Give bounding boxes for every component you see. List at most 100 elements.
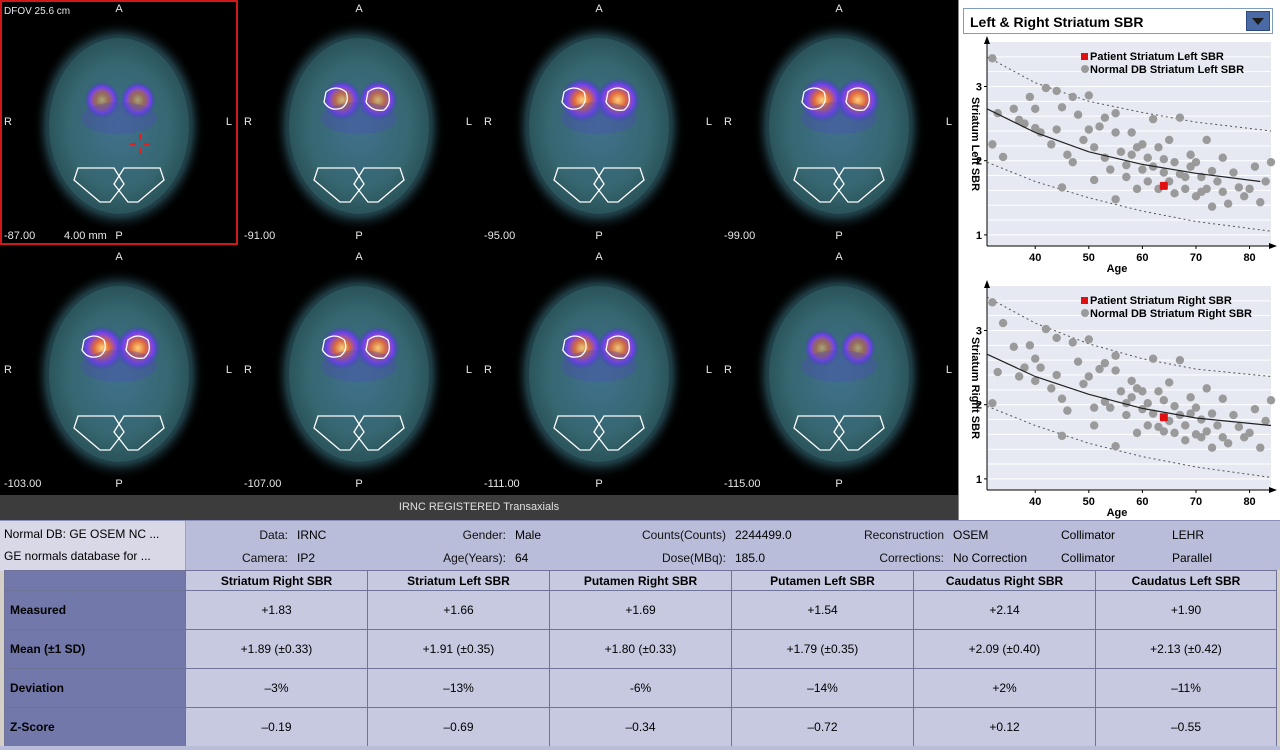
sbr-chart-panel: Left & Right Striatum SBR 40 50 60 70 80 1 2 3 A… (958, 0, 1280, 520)
transaxial-slice[interactable]: A P R L -107.00 (240, 248, 478, 493)
transaxial-slice[interactable]: A P R L -91.00 (240, 0, 478, 245)
normal-db-point (1020, 363, 1029, 372)
striatum-left-sbr-plot: 40 50 60 70 80 1 2 3 Age Striatum Left SBR Patient… (969, 36, 1277, 275)
normal-db-point (1127, 128, 1136, 137)
left-marker: L (705, 364, 712, 376)
normal-db-point (1148, 354, 1158, 363)
normal-db-point (1057, 431, 1067, 441)
posterior-marker: P (595, 230, 603, 242)
camera-label: Camera: (241, 551, 288, 565)
legend-normal-label: Normal DB Striatum Right SBR (1090, 308, 1252, 320)
normal-db-point (1164, 378, 1174, 387)
column-header[interactable]: Putamen Left SBR (731, 570, 914, 591)
normal-db-point (1041, 83, 1051, 93)
brain-scan-image (33, 20, 205, 232)
transaxial-slice[interactable]: A P R L -95.00 (480, 0, 718, 245)
column-header[interactable]: Caudatus Left SBR (1095, 570, 1277, 591)
y-axis-arrow-icon (984, 36, 990, 44)
normal-db-point (1159, 168, 1169, 177)
normal-db-point (1261, 177, 1270, 186)
normal-db-point (1143, 399, 1152, 408)
transaxial-slice[interactable]: A P R L -111.00 (480, 248, 718, 493)
normal-db-point (1207, 202, 1217, 211)
normal-db-point (998, 152, 1008, 162)
slice-position: -107.00 (244, 478, 282, 490)
anterior-marker: A (355, 3, 363, 15)
normal-db-point (1100, 113, 1110, 122)
table-cell: +1.80 (±0.33) (549, 629, 732, 669)
x-tick-label: 40 (1029, 496, 1041, 508)
counts-value: 2244499.0 (735, 528, 792, 542)
normal-db-point (1266, 396, 1276, 405)
right-marker: R (4, 364, 12, 376)
transaxial-slice[interactable]: A P R L -99.00 (720, 0, 958, 245)
normal-db-info[interactable]: Normal DB: GE OSEM NC ... GE normals dat… (0, 521, 186, 571)
transaxial-viewer[interactable]: A P R L -87.00 DFOV 25.6 cm 4.00 mm (0, 0, 958, 520)
left-marker: L (225, 116, 232, 128)
transaxial-slice[interactable]: A P R L -87.00 DFOV 25.6 cm 4.00 mm (0, 0, 238, 245)
column-header[interactable]: Putamen Right SBR (549, 570, 732, 591)
corrections-label: Corrections: (879, 551, 944, 565)
normal-db-point (1095, 122, 1104, 131)
anterior-marker: A (835, 251, 843, 263)
dose-value: 185.0 (735, 551, 766, 565)
normal-db-point (1116, 387, 1126, 396)
normal-db-point (1170, 428, 1179, 438)
normal-db-point (1111, 351, 1120, 360)
normal-db-point (1245, 428, 1254, 438)
normal-db-point (1106, 165, 1115, 174)
chart-type-dropdown[interactable]: Left & Right Striatum SBR (963, 8, 1273, 34)
x-tick-label: 60 (1136, 252, 1148, 264)
column-header[interactable]: Caudatus Right SBR (913, 570, 1096, 591)
x-tick-label: 40 (1029, 252, 1041, 264)
normal-db-point (1138, 165, 1147, 174)
normal-db-point (1186, 409, 1195, 418)
normal-db-point (1170, 189, 1179, 198)
x-tick-label: 50 (1083, 496, 1095, 508)
y-tick-label: 2 (976, 156, 982, 168)
transaxial-slice[interactable]: A P R L -115.00 (720, 248, 958, 493)
plot-area (987, 42, 1271, 246)
reconstruction-value: OSEM (953, 528, 989, 542)
table-cell: +1.91 (±0.35) (367, 629, 550, 669)
counts-label: Counts(Counts) (641, 528, 726, 542)
normal-db-point (1111, 366, 1120, 375)
y-axis-label: Striatum Right SBR (969, 337, 981, 439)
normal-db-point (1111, 195, 1120, 204)
normal-db-point (1154, 387, 1163, 396)
column-header[interactable]: Striatum Left SBR (367, 570, 550, 591)
plot-area (987, 286, 1271, 490)
transaxial-slice[interactable]: A P R L -103.00 (0, 248, 238, 493)
left-marker: L (705, 116, 712, 128)
table-row: Mean (±1 SD) +1.89 (±0.33) +1.91 (±0.35) +1… (4, 629, 1277, 669)
normal-db-point (1143, 153, 1152, 162)
x-axis-arrow-icon (1269, 243, 1277, 249)
legend-patient-label: Patient Striatum Left SBR (1090, 51, 1224, 63)
corrections-value: No Correction (953, 551, 1028, 565)
slice-position: -103.00 (4, 478, 42, 490)
normal-db-point (1052, 370, 1061, 380)
normal-db-point (1127, 393, 1136, 402)
normal-db-point (1170, 157, 1179, 167)
row-label: Measured (4, 590, 186, 630)
normal-db-point (1084, 335, 1094, 344)
normal-db-point (1122, 160, 1131, 170)
normal-db-point (1111, 128, 1120, 137)
normal-db-point (1218, 153, 1227, 162)
normal-db-point (1116, 147, 1126, 156)
table-cell: +1.90 (1095, 590, 1277, 630)
dropdown-arrow-icon[interactable] (1246, 11, 1270, 31)
normal-db-point (1207, 443, 1217, 452)
column-header[interactable]: Striatum Right SBR (185, 570, 368, 591)
normal-db-point (993, 367, 1002, 377)
window-bottom-border (0, 746, 1280, 750)
normal-db-point (1213, 177, 1222, 186)
dfov-label: DFOV 25.6 cm (4, 6, 71, 17)
y-tick-label: 2 (976, 400, 982, 412)
normal-db-point (1084, 91, 1094, 100)
normal-db-point (1073, 110, 1083, 119)
normal-db-point (1250, 404, 1260, 414)
slice-thickness: 4.00 mm (64, 230, 107, 242)
patient-point (1159, 413, 1168, 422)
normal-db-point (1256, 443, 1265, 452)
